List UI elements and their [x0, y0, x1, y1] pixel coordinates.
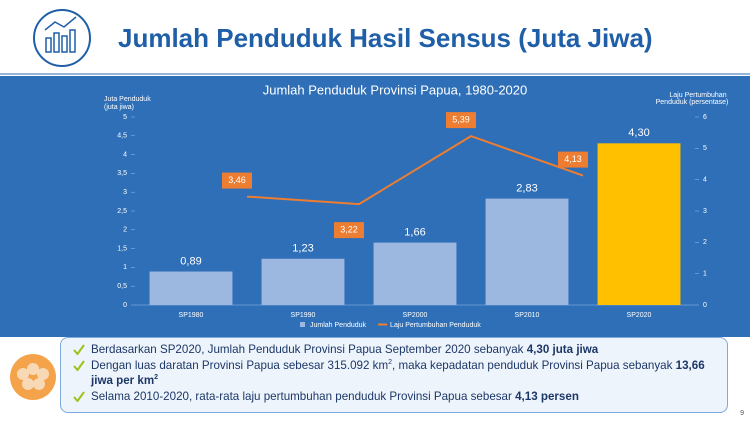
x-tick-label: SP1980	[179, 312, 204, 319]
note-text: , maka kepadatan penduduk Provinsi Papua…	[392, 359, 676, 372]
bar-value-label: 0,89	[180, 255, 201, 267]
bar	[597, 143, 681, 305]
y-tick-label: 3,5	[117, 170, 127, 177]
x-tick-label: SP1990	[291, 312, 316, 319]
line-label-box	[334, 222, 364, 239]
bar-value-label: 4,30	[628, 127, 649, 139]
x-tick-label: SP2020	[627, 312, 652, 319]
bar-value-label: 1,23	[292, 243, 313, 255]
legend-label: Laju Pertumbuhan Penduduk	[390, 322, 481, 329]
bar	[373, 242, 457, 305]
y-tick-label: 4,5	[117, 133, 127, 140]
y2-tick-label: 1	[703, 271, 707, 278]
bar	[485, 198, 569, 305]
check-icon	[73, 391, 85, 402]
line-label-box	[222, 172, 252, 189]
note-text: 4,13 persen	[515, 390, 579, 403]
y-tick-label: 4	[123, 151, 127, 158]
y2-tick-label: 2	[703, 239, 707, 246]
y2-tick-label: 6	[703, 114, 707, 121]
people-icon	[10, 354, 56, 400]
note: Selama 2010-2020, rata-rata laju pertumb…	[73, 389, 717, 404]
y-axis-label: Juta Penduduk	[104, 96, 151, 103]
note-text: 2	[154, 374, 159, 382]
legend-swatch	[300, 322, 305, 327]
y-axis-label: (juta jiwa)	[104, 104, 134, 111]
chart-title: Jumlah Penduduk Provinsi Papua, 1980-202…	[263, 82, 528, 97]
y2-axis-label: Penduduk (persentase)	[656, 99, 729, 106]
y-tick-label: 0	[123, 302, 127, 309]
bar-value-label: 1,66	[404, 226, 425, 238]
notes-box: Berdasarkan SP2020, Jumlah Penduduk Prov…	[60, 337, 728, 413]
y-tick-label: 1,5	[117, 245, 127, 252]
bar	[149, 271, 233, 305]
y-tick-label: 2,5	[117, 208, 127, 215]
line-value-label: 3,46	[228, 175, 246, 185]
note-text: Dengan luas daratan Provinsi Papua sebes…	[91, 359, 389, 372]
legend-label: Jumlah Penduduk	[310, 322, 367, 329]
note-text: Selama 2010-2020, rata-rata laju pertumb…	[91, 390, 516, 403]
y2-tick-label: 4	[703, 177, 707, 184]
slide: Jumlah Penduduk Hasil Sensus (Juta Jiwa)…	[0, 9, 750, 337]
line-label-box	[446, 112, 476, 129]
y-tick-label: 0,5	[117, 283, 127, 290]
page-number: 9	[740, 410, 744, 417]
bar	[261, 258, 345, 305]
note-text: 4,30 juta jiwa	[526, 343, 599, 356]
y-tick-label: 5	[123, 114, 127, 121]
line-value-label: 4,13	[564, 154, 582, 164]
y2-tick-label: 5	[703, 145, 707, 152]
y-tick-label: 2	[123, 227, 127, 234]
line-label-box	[558, 151, 588, 168]
line-value-label: 5,39	[452, 114, 470, 124]
x-tick-label: SP2010	[515, 312, 540, 319]
note-text: 2	[388, 359, 393, 367]
header-icon	[33, 9, 91, 67]
bar-value-label: 2,83	[516, 182, 537, 194]
y-tick-label: 3	[123, 189, 127, 196]
y2-axis-label: Laju Pertumbuhan	[669, 92, 726, 99]
page-title: Jumlah Penduduk Hasil Sensus (Juta Jiwa)	[118, 23, 653, 53]
line	[246, 135, 584, 206]
note: Berdasarkan SP2020, Jumlah Penduduk Prov…	[73, 342, 717, 357]
y2-tick-label: 3	[703, 208, 707, 215]
note-text: 13,66 jiwa per km	[91, 359, 705, 387]
y-tick-label: 1	[123, 264, 127, 271]
check-icon	[73, 360, 85, 371]
note: Dengan luas daratan Provinsi Papua sebes…	[73, 358, 717, 388]
x-tick-label: SP2000	[403, 312, 428, 319]
note-text: Berdasarkan SP2020, Jumlah Penduduk Prov…	[91, 343, 527, 356]
line-value-label: 3,22	[340, 224, 358, 234]
check-icon	[73, 344, 85, 355]
y2-tick-label: 0	[703, 302, 707, 309]
